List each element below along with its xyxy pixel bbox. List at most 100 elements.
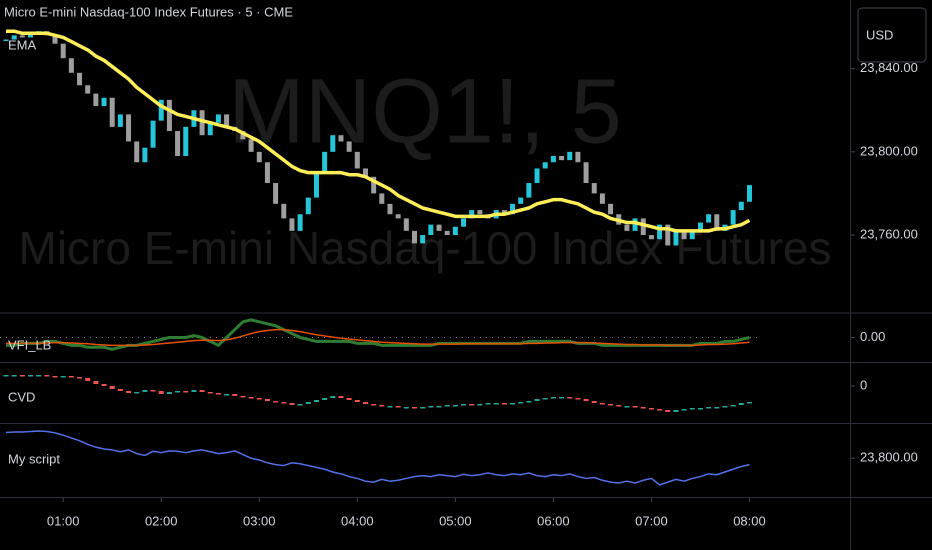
candle <box>469 404 475 406</box>
candle <box>338 396 344 398</box>
candle <box>608 404 614 406</box>
candle <box>616 405 622 407</box>
candle <box>109 97 115 127</box>
candle <box>60 43 66 59</box>
candle <box>297 214 303 231</box>
candle <box>583 162 589 184</box>
watermark-symbol: MNQ1!, 5 <box>228 60 622 162</box>
candle <box>313 400 319 402</box>
candle <box>395 214 401 219</box>
candle <box>722 406 728 408</box>
x-tick-label: 03:00 <box>243 513 276 528</box>
candle <box>248 397 254 399</box>
candle <box>338 135 344 142</box>
candle <box>354 400 360 402</box>
candle <box>281 203 287 219</box>
candle <box>714 214 720 231</box>
y-tick-label: 23,840.00 <box>860 60 918 75</box>
candle <box>126 114 132 142</box>
candle <box>52 35 58 44</box>
candle <box>3 375 9 377</box>
candle <box>746 185 752 202</box>
candle <box>183 391 189 393</box>
candle <box>567 397 573 399</box>
candle <box>142 390 148 392</box>
candle <box>273 183 279 204</box>
candle <box>44 375 50 377</box>
candle <box>526 183 532 198</box>
x-tick-label: 08:00 <box>733 513 766 528</box>
candle <box>330 135 336 152</box>
candle <box>485 403 491 405</box>
candle <box>599 403 605 405</box>
candle <box>714 407 720 409</box>
candle <box>412 230 417 244</box>
candle <box>665 410 671 412</box>
candle <box>175 131 181 156</box>
candle <box>330 396 336 398</box>
x-tick-label: 05:00 <box>439 513 472 528</box>
candle <box>346 398 352 400</box>
candle <box>166 99 172 132</box>
indicator-line <box>5 430 750 486</box>
candle <box>706 214 712 223</box>
candle <box>730 210 736 225</box>
candle <box>322 398 328 400</box>
candle <box>567 151 573 161</box>
candle <box>379 405 385 407</box>
candle <box>542 162 548 169</box>
candle <box>510 203 516 215</box>
candle <box>77 72 83 86</box>
candle <box>150 390 156 392</box>
candle <box>346 141 352 152</box>
candle <box>297 404 303 406</box>
candle <box>158 391 164 394</box>
candle <box>648 408 654 410</box>
candle <box>550 397 556 399</box>
candle <box>175 391 181 393</box>
indicator-line <box>6 328 750 347</box>
candle <box>534 168 540 184</box>
candle <box>706 407 712 409</box>
candle <box>134 392 140 394</box>
candle <box>575 151 581 163</box>
candle <box>240 131 246 140</box>
candle <box>305 197 311 215</box>
candle <box>477 210 483 215</box>
candle <box>224 394 230 396</box>
candle <box>166 392 172 394</box>
candle <box>673 230 679 246</box>
legend-entry: EMA <box>8 37 37 52</box>
y-tick-label: 23,800.00 <box>860 450 918 465</box>
candle <box>354 151 360 169</box>
candle <box>256 398 262 400</box>
candle <box>624 224 630 231</box>
candle <box>461 218 467 227</box>
candle <box>673 410 679 412</box>
x-tick-label: 02:00 <box>145 513 178 528</box>
candle <box>158 99 164 121</box>
candle <box>469 210 475 219</box>
candle <box>689 230 695 240</box>
pane-title: VFI_LB <box>8 337 51 352</box>
candle <box>77 377 83 379</box>
currency-button[interactable] <box>857 7 927 63</box>
candle <box>436 406 442 408</box>
candle <box>542 398 548 400</box>
candle <box>68 376 74 378</box>
candle <box>697 408 703 410</box>
candle <box>19 35 25 38</box>
candle <box>730 405 736 407</box>
candle <box>403 407 409 409</box>
candle <box>632 406 638 408</box>
candle <box>313 172 319 198</box>
x-tick-label: 01:00 <box>47 513 80 528</box>
candle <box>273 401 279 403</box>
candle <box>126 391 132 393</box>
candle <box>518 197 524 204</box>
candle <box>379 193 385 204</box>
candle <box>436 224 442 231</box>
currency-label[interactable]: USD <box>866 27 893 42</box>
